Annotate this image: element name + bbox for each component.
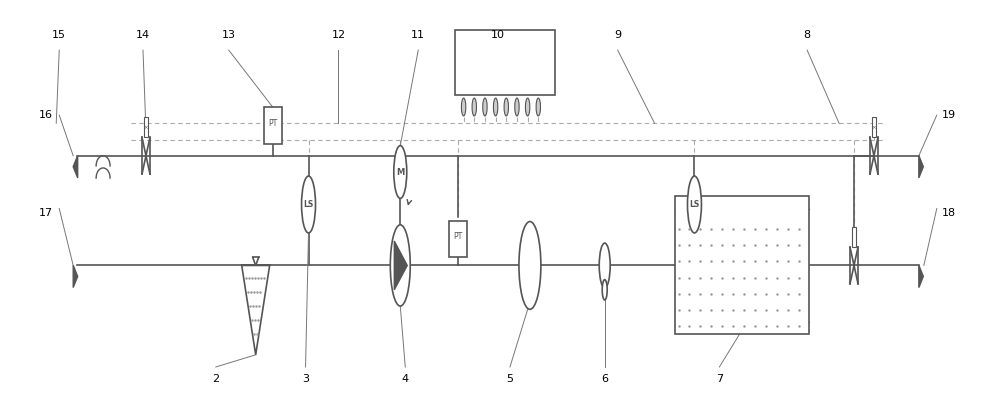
Text: 11: 11 [411,30,425,40]
Circle shape [483,98,487,116]
Text: 4: 4 [402,374,409,384]
Circle shape [461,98,466,116]
Text: 18: 18 [942,208,956,218]
Text: ×: × [144,125,148,130]
Circle shape [687,176,701,233]
Bar [872,117,876,137]
Text: LS: LS [303,200,314,209]
Text: 17: 17 [39,208,53,218]
Text: 14: 14 [136,30,150,40]
Text: 8: 8 [804,30,811,40]
Circle shape [302,176,316,233]
Text: 15: 15 [52,30,66,40]
Circle shape [536,98,540,116]
Polygon shape [919,265,923,288]
Text: ×: × [872,125,876,130]
Bar [455,30,555,95]
Polygon shape [73,155,78,178]
Polygon shape [919,155,923,178]
Text: 16: 16 [39,110,53,120]
Bar [264,107,282,144]
Circle shape [515,98,519,116]
Circle shape [493,98,498,116]
Bar [449,221,467,257]
Text: 12: 12 [331,30,346,40]
Polygon shape [394,241,407,290]
Text: 3: 3 [302,374,309,384]
Text: M: M [396,168,404,177]
Polygon shape [242,265,270,355]
Circle shape [599,243,610,288]
Text: PT: PT [453,232,463,241]
Circle shape [525,98,530,116]
Bar [852,227,856,247]
Bar [675,196,809,335]
Text: 6: 6 [601,374,608,384]
Bar [144,117,148,137]
Circle shape [394,146,407,198]
Circle shape [504,98,508,116]
Text: LS: LS [689,200,700,209]
Polygon shape [73,265,78,288]
Text: 5: 5 [506,374,513,384]
Text: 2: 2 [212,374,219,384]
Text: PT: PT [268,119,277,128]
Text: 19: 19 [942,110,956,120]
Text: 13: 13 [222,30,236,40]
Text: 7: 7 [716,374,723,384]
Circle shape [390,225,410,306]
Text: 10: 10 [491,30,505,40]
Text: 9: 9 [614,30,621,40]
Circle shape [472,98,476,116]
Ellipse shape [519,222,541,309]
Circle shape [602,280,607,300]
